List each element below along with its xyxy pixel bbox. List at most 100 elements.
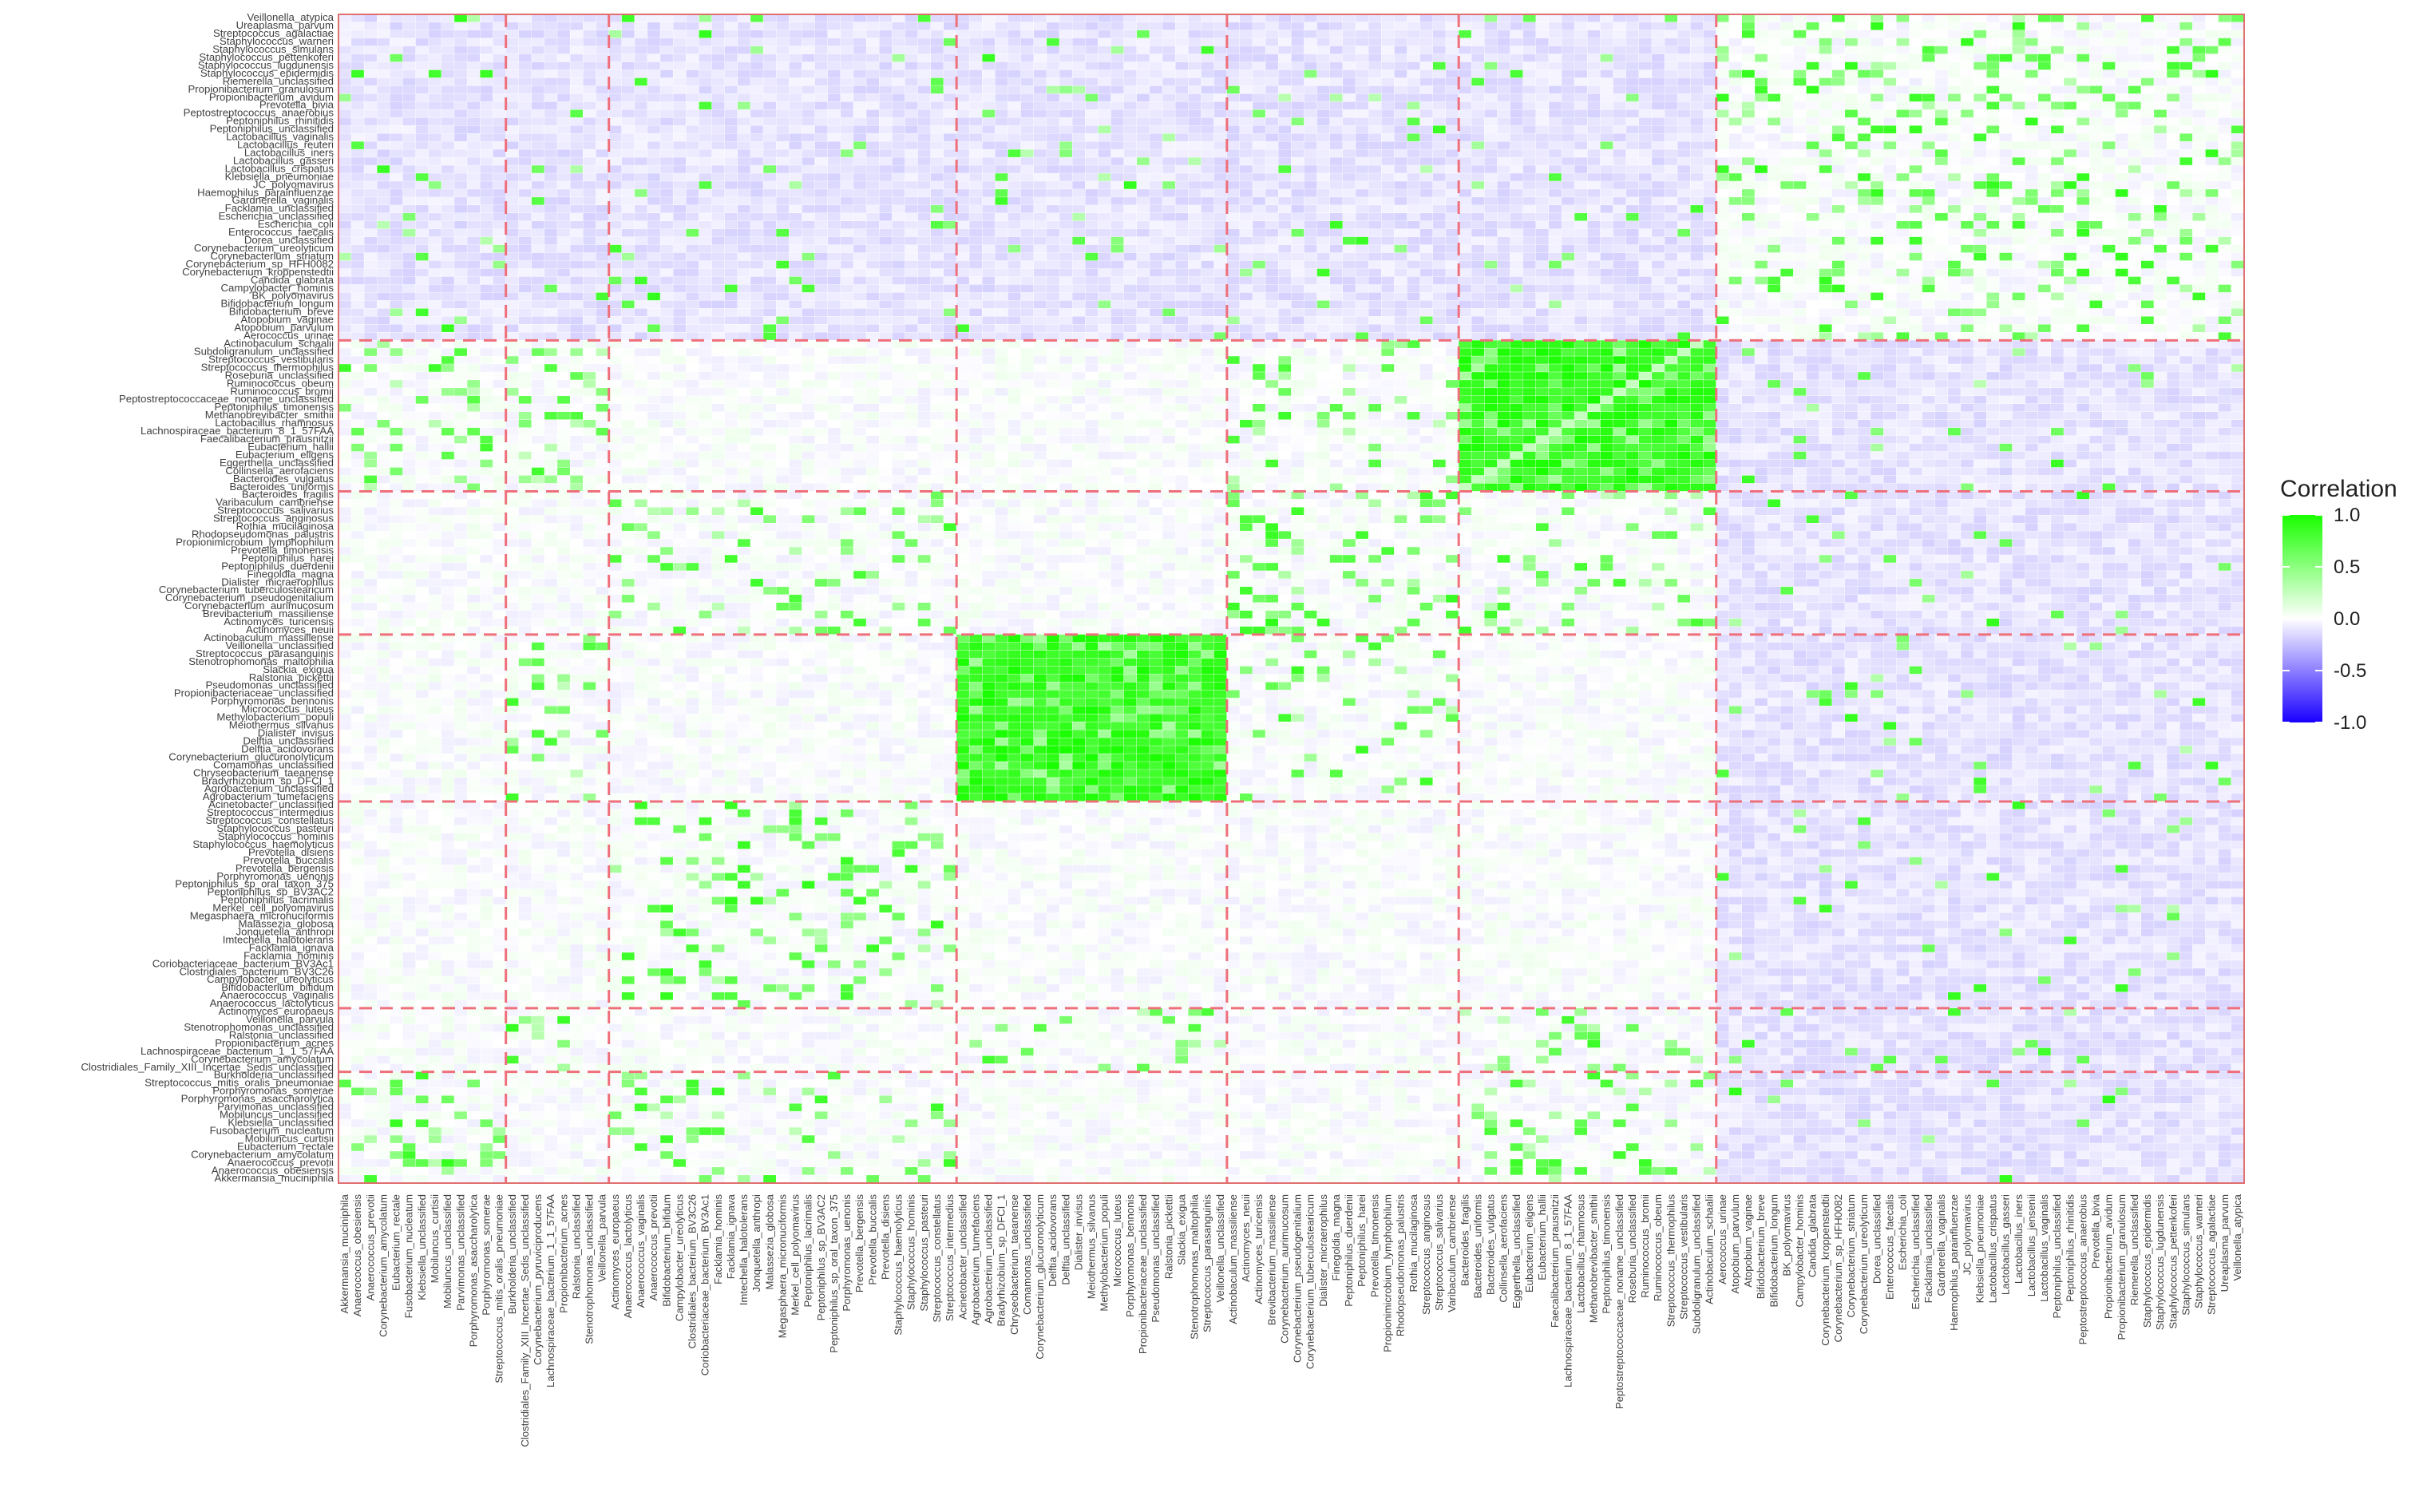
heatmap-cell: [1806, 93, 1819, 102]
heatmap-cell: [1419, 38, 1433, 46]
heatmap-cell: [2192, 181, 2206, 189]
heatmap-cell: [853, 46, 866, 54]
heatmap-cell: [1446, 157, 1459, 165]
heatmap-cell: [1831, 93, 1845, 102]
heatmap-cell: [1974, 125, 1987, 133]
heatmap-cell: [1381, 141, 1395, 149]
heatmap-cell: [518, 149, 532, 157]
heatmap-cell: [1047, 38, 1059, 46]
heatmap-cell: [841, 77, 853, 86]
heatmap-cell: [853, 268, 866, 277]
heatmap-cell: [1858, 165, 1871, 173]
heatmap-cell: [2102, 212, 2116, 221]
heatmap-cell: [1291, 228, 1304, 237]
heatmap-cell: [917, 220, 931, 229]
heatmap-cell: [1008, 220, 1021, 229]
heatmap-cell: [1162, 125, 1175, 133]
heatmap-cell: [2192, 61, 2206, 70]
heatmap-cell: [763, 22, 776, 30]
heatmap-cell: [1961, 22, 1974, 30]
heatmap-cell: [866, 197, 879, 205]
heatmap-cell: [879, 117, 893, 126]
heatmap-cell: [2115, 77, 2128, 86]
heatmap-cell: [1703, 101, 1716, 110]
heatmap-cell: [1175, 53, 1189, 62]
heatmap-cell: [879, 46, 893, 54]
heatmap-cell: [1226, 197, 1240, 205]
heatmap-cell: [1549, 165, 1562, 173]
heatmap-cell: [1728, 220, 1742, 229]
heatmap-cell: [1638, 173, 1652, 181]
heatmap-cell: [866, 69, 879, 78]
heatmap-cell: [1497, 53, 1510, 62]
heatmap-cell: [2128, 189, 2141, 197]
heatmap-cell: [2102, 38, 2116, 46]
heatmap-cell: [995, 53, 1008, 62]
heatmap-cell: [2179, 117, 2193, 126]
heatmap-cell: [969, 260, 983, 269]
heatmap-cell: [1419, 14, 1433, 22]
heatmap-cell: [1265, 236, 1278, 245]
heatmap-cell: [724, 252, 738, 261]
heatmap-cell: [647, 189, 660, 197]
heatmap-cell: [1175, 149, 1189, 157]
heatmap-cell: [402, 38, 416, 46]
heatmap-cell: [1549, 30, 1562, 38]
heatmap-cell: [1329, 117, 1343, 126]
heatmap-cell: [841, 61, 853, 70]
heatmap-cell: [711, 133, 725, 141]
heatmap-cell: [1652, 165, 1665, 173]
heatmap-cell: [1613, 244, 1626, 253]
heatmap-cell: [1343, 165, 1356, 173]
heatmap-cell: [1638, 197, 1652, 205]
heatmap-cell: [1665, 236, 1677, 245]
heatmap-cell: [1703, 157, 1716, 165]
heatmap-cell: [377, 165, 390, 173]
heatmap-cell: [853, 22, 866, 30]
heatmap-cell: [1136, 133, 1150, 141]
heatmap-cell: [1562, 141, 1574, 149]
heatmap-cell: [1549, 205, 1562, 213]
heatmap-cell: [2167, 149, 2179, 157]
heatmap-cell: [1432, 268, 1446, 277]
heatmap-cell: [1806, 109, 1819, 118]
heatmap-cell: [1394, 38, 1407, 46]
heatmap-cell: [1497, 22, 1510, 30]
heatmap-cell: [634, 61, 647, 70]
heatmap-cell: [2231, 61, 2244, 70]
heatmap-cell: [390, 173, 403, 181]
heatmap-cell: [1150, 46, 1162, 54]
heatmap-cell: [699, 69, 712, 78]
heatmap-cell: [505, 85, 519, 94]
heatmap-cell: [2051, 157, 2064, 165]
heatmap-cell: [1162, 30, 1175, 38]
heatmap-cell: [1098, 189, 1111, 197]
heatmap-cell: [776, 30, 790, 38]
heatmap-cell: [428, 244, 441, 253]
heatmap-cell: [1562, 268, 1574, 277]
heatmap-cell: [789, 46, 802, 54]
heatmap-cell: [2051, 220, 2064, 229]
heatmap-cell: [1459, 173, 1471, 181]
heatmap-cell: [995, 228, 1008, 237]
heatmap-cell: [1329, 205, 1343, 213]
heatmap-cell: [1072, 53, 1086, 62]
heatmap-cell: [1291, 53, 1304, 62]
heatmap-cell: [1768, 101, 1780, 110]
heatmap-cell: [1471, 268, 1485, 277]
heatmap-cell: [866, 101, 879, 110]
heatmap-cell: [1562, 93, 1574, 102]
heatmap-cell: [995, 61, 1008, 70]
heatmap-cell: [364, 268, 377, 277]
heatmap-cell: [1343, 197, 1356, 205]
heatmap-cell: [1510, 212, 1523, 221]
heatmap-cell: [1728, 38, 1742, 46]
heatmap-cell: [1201, 46, 1214, 54]
heatmap-cell: [338, 252, 351, 261]
heatmap-cell: [364, 157, 377, 165]
heatmap-cell: [1652, 181, 1665, 189]
heatmap-cell: [1329, 46, 1343, 54]
heatmap-cell: [1716, 38, 1729, 46]
heatmap-cell: [2140, 157, 2154, 165]
heatmap-cell: [1574, 189, 1588, 197]
